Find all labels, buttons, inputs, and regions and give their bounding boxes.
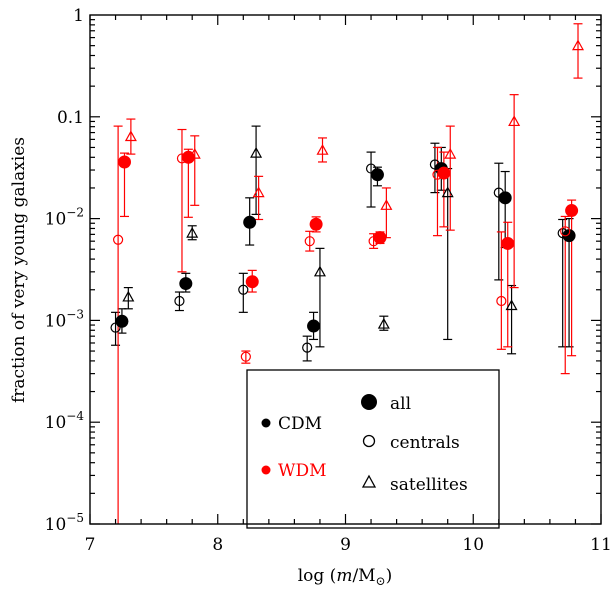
cdm-centrals-point <box>238 284 249 295</box>
cdm-all-point <box>307 319 321 333</box>
legend-label-cdm: CDM <box>278 414 322 434</box>
cdm-centrals-point <box>365 163 377 174</box>
wdm-all-point <box>501 236 515 250</box>
wdm-all-point <box>309 217 323 231</box>
wdm-satellites-point <box>188 147 201 159</box>
wdm-centrals-point <box>113 234 124 245</box>
legend: all centrals satellites CDM WDM <box>246 369 500 529</box>
legend-box <box>246 369 500 529</box>
cdm-satellites-point <box>250 146 263 158</box>
y-tick-label: 10−2 <box>45 206 84 230</box>
wdm-satellites-point <box>380 199 393 210</box>
wdm-centrals-point <box>368 236 379 247</box>
wdm-satellites-point <box>252 186 265 198</box>
cdm-all-point <box>115 314 129 328</box>
cdm-centrals-point <box>493 187 504 198</box>
axes: 7 8 9 10 11 10−510−410−310−20.11 log (m/M⊙) … <box>9 6 612 588</box>
wdm-centrals-point <box>496 295 507 307</box>
y-tick-label: 10−3 <box>45 307 84 331</box>
wdm-all-point <box>437 166 451 180</box>
data-markers <box>110 39 585 362</box>
wdm-centrals-point <box>304 236 315 247</box>
wdm-satellites-point <box>316 143 329 155</box>
legend-marker-centrals <box>362 434 376 448</box>
legend-marker-wdm <box>261 465 271 475</box>
x-tick-label: 9 <box>340 535 351 555</box>
legend-label-centrals: centrals <box>390 433 460 453</box>
cdm-all-point <box>370 168 384 182</box>
wdm-all-point <box>245 275 259 289</box>
cdm-all-point <box>562 229 576 243</box>
cdm-satellites-point <box>505 299 518 311</box>
y-tick-label: 10−5 <box>45 511 84 535</box>
cdm-centrals-point <box>429 159 441 170</box>
wdm-centrals-point <box>560 226 571 237</box>
wdm-all-point <box>565 204 579 218</box>
x-tick-label: 10 <box>462 535 484 555</box>
cdm-all-point <box>243 215 257 229</box>
legend-marker-satellites <box>361 474 377 488</box>
cdm-satellites-point <box>441 186 454 198</box>
cdm-satellites-point <box>186 226 199 238</box>
cdm-all-point <box>498 191 512 205</box>
x-tick-label: 7 <box>85 535 96 555</box>
cdm-satellites-point <box>313 265 326 277</box>
wdm-all-point <box>373 231 387 245</box>
wdm-satellites-point <box>444 147 457 159</box>
cdm-centrals-point <box>557 228 568 239</box>
wdm-centrals-point <box>432 169 443 180</box>
legend-marker-cdm <box>261 418 271 428</box>
cdm-centrals-point <box>110 322 121 333</box>
legend-label-satellites: satellites <box>390 475 468 495</box>
cdm-all-point <box>179 277 193 291</box>
x-tick-label: 8 <box>212 535 223 555</box>
legend-marker-all <box>361 394 377 410</box>
y-tick-label: 0.1 <box>57 108 84 128</box>
wdm-satellites-point <box>124 130 137 142</box>
wdm-satellites-point <box>508 115 521 127</box>
x-axis-label: log (m/M⊙) <box>298 566 393 588</box>
wdm-centrals-point <box>176 153 188 164</box>
y-axis-ticks: 10−5 10−4 10−3 10−2 0.1 1 <box>45 6 601 535</box>
cdm-centrals-point <box>174 295 185 307</box>
cdm-satellites-point <box>377 317 390 329</box>
wdm-all-point <box>117 155 131 169</box>
y-tick-label: 1 <box>73 6 84 26</box>
legend-label-wdm: WDM <box>278 461 327 481</box>
cdm-satellites-point <box>122 290 135 302</box>
y-tick-label: 10−4 <box>45 409 85 433</box>
cdm-centrals-point <box>302 342 313 353</box>
wdm-centrals-point <box>240 351 251 362</box>
x-axis-ticks: 7 8 9 10 11 <box>85 15 612 555</box>
wdm-satellites-point <box>571 39 585 51</box>
x-tick-label: 11 <box>590 535 612 555</box>
y-axis-label: fraction of very young galaxies <box>9 137 29 403</box>
legend-label-all: all <box>390 394 411 414</box>
